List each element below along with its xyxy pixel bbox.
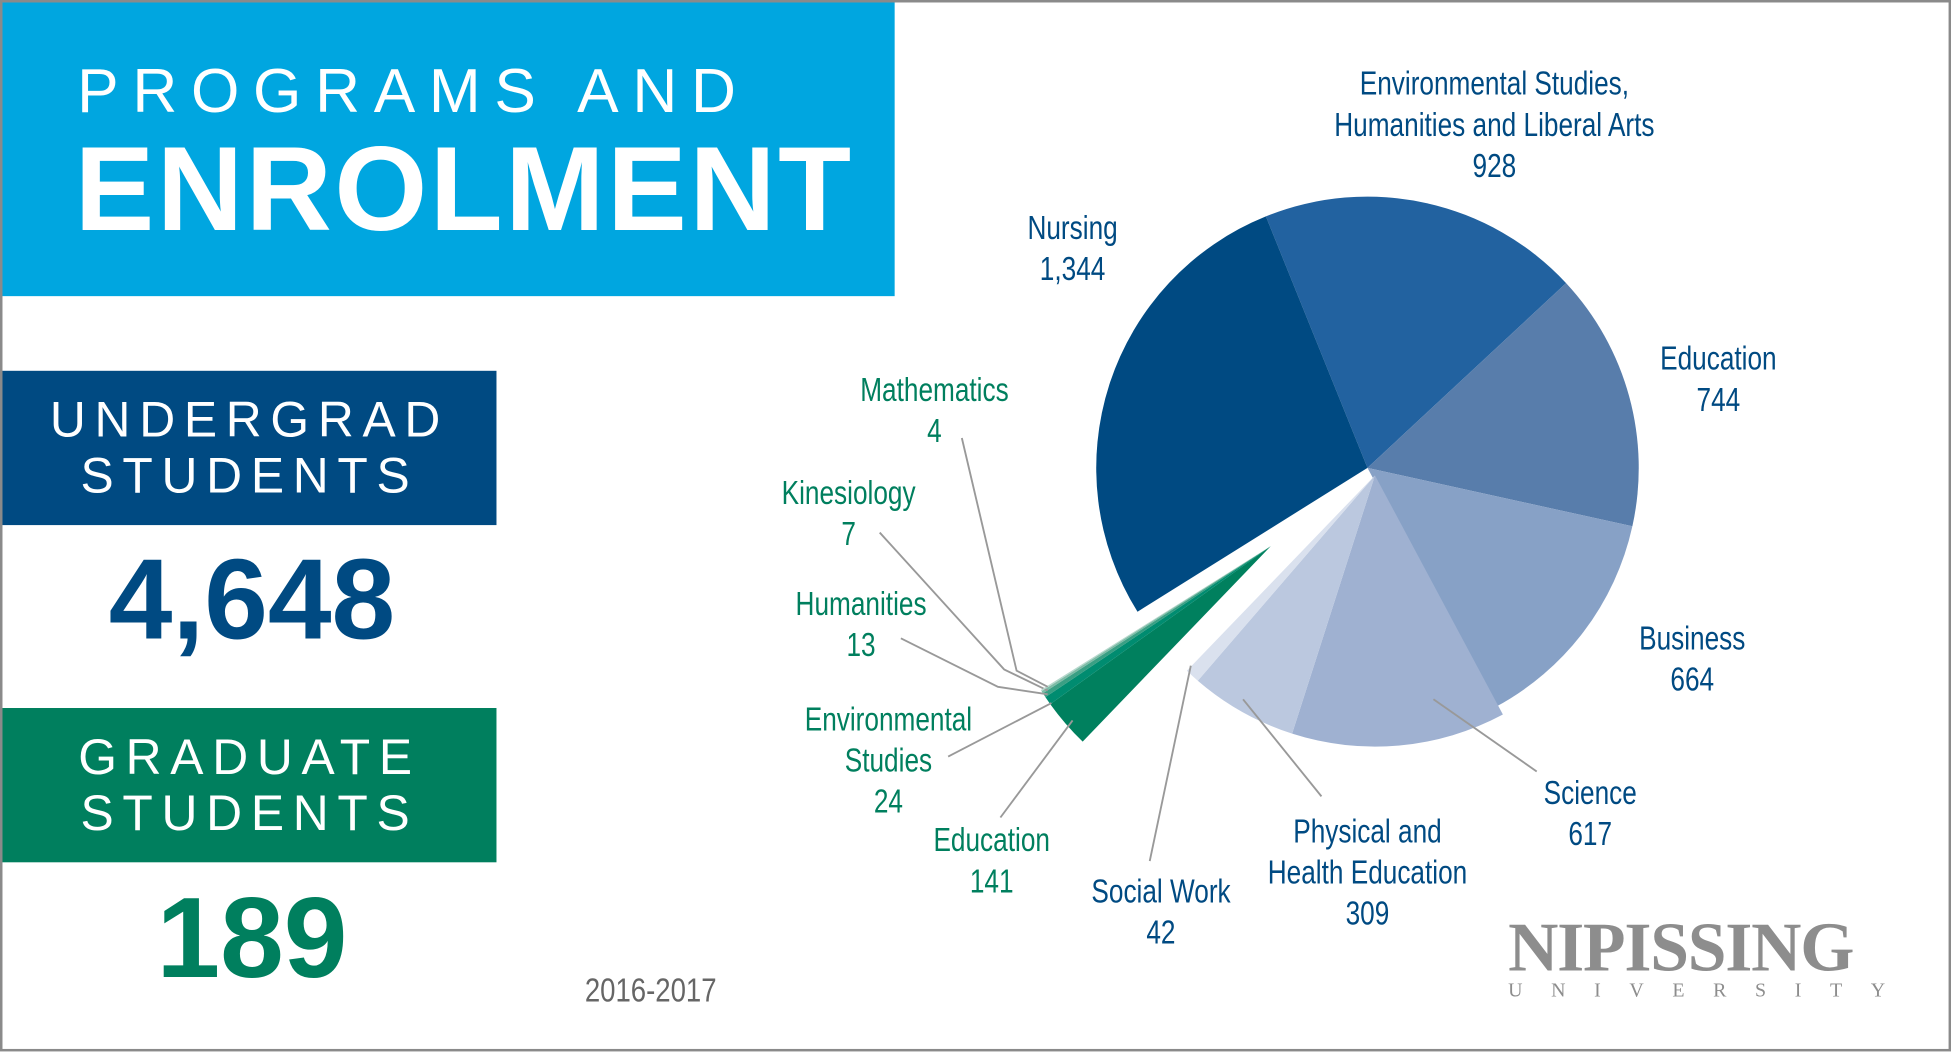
slice-label: Humanities and Liberal Arts [1334, 107, 1654, 144]
slice-label: Physical and [1293, 814, 1441, 851]
pie-slice [1050, 546, 1271, 742]
slice-label: Education [1660, 341, 1776, 378]
slice-value: 4 [927, 413, 942, 450]
pie-slice [1292, 475, 1503, 747]
slice-value: 744 [1697, 382, 1741, 419]
university-logo: NIPISSING UNIVERSITY [1508, 913, 1906, 1003]
graduate-banner: GRADUATE STUDENTS [2, 708, 497, 863]
pie-slice [1041, 546, 1271, 694]
slice-label: Education [933, 822, 1049, 859]
leader-line [947, 702, 1052, 758]
pie-slice [1367, 283, 1639, 527]
pie-slice [1096, 216, 1368, 612]
header-title: ENROLMENT [74, 123, 854, 257]
logo-sub: UNIVERSITY [1508, 980, 1914, 1002]
slice-value: 309 [1346, 896, 1390, 933]
leader-line [1242, 698, 1323, 797]
leader-line [900, 637, 1048, 696]
leader-line [1432, 698, 1538, 773]
slice-label: Humanities [796, 586, 927, 623]
logo-name: NIPISSING [1508, 909, 1854, 987]
slice-value: 42 [1146, 914, 1175, 951]
undergrad-banner: UNDERGRAD STUDENTS [2, 370, 497, 526]
undergrad-label: UNDERGRAD STUDENTS [49, 393, 450, 504]
slice-value: 1,344 [1040, 251, 1106, 288]
slice-value: 928 [1473, 148, 1517, 185]
pie-slice [1367, 467, 1633, 708]
pie-slice [1265, 196, 1567, 468]
graduate-label: GRADUATE STUDENTS [78, 730, 421, 842]
slice-value: 24 [874, 784, 903, 821]
slice-value: 7 [841, 516, 856, 553]
leader-line [879, 531, 1049, 692]
pie-slice [1197, 475, 1375, 734]
slice-value: 13 [846, 627, 875, 664]
graduate-total: 189 [156, 874, 348, 1002]
undergrad-total: 4,648 [108, 536, 396, 664]
pie-slice [1040, 546, 1271, 692]
slice-value: 664 [1670, 662, 1714, 699]
slice-value: 617 [1568, 816, 1612, 853]
slice-label: Kinesiology [782, 475, 916, 512]
slice-label: Environmental [805, 702, 972, 739]
slice-label: Health Education [1268, 855, 1467, 892]
slice-label: Studies [845, 743, 932, 780]
leader-line [960, 437, 1049, 688]
year-label: 2016-2017 [584, 971, 717, 1010]
leader-line [999, 719, 1074, 819]
pie-slice [1186, 475, 1375, 681]
header-line1: PROGRAMS AND [77, 55, 750, 126]
slice-label: Science [1544, 775, 1637, 812]
slice-value: 141 [970, 863, 1014, 900]
slice-label: Environmental Studies, [1360, 66, 1629, 103]
slice-label: Business [1639, 621, 1745, 658]
slice-label: Social Work [1091, 873, 1231, 910]
slice-label: Mathematics [860, 372, 1008, 409]
slice-label: Nursing [1027, 210, 1117, 247]
pie-slice [1045, 546, 1271, 705]
leader-line [1148, 665, 1192, 862]
pie-slice [1042, 546, 1271, 698]
header-banner: PROGRAMS AND ENROLMENT [2, 2, 895, 297]
